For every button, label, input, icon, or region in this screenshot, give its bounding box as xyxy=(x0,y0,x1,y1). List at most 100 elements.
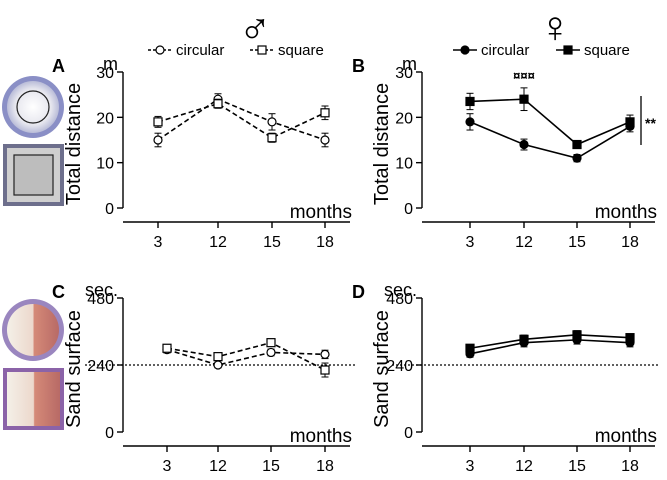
square-arena-icon xyxy=(3,144,64,206)
data-point xyxy=(519,94,529,104)
data-point xyxy=(213,99,223,109)
series-line xyxy=(469,334,631,350)
y-tick-label: 30 xyxy=(395,65,413,82)
legend-marker xyxy=(563,45,573,55)
legend: circular square xyxy=(453,42,630,59)
panel-b: B 0 10 20 30m Total distance 3 12 15 18 months circ… xyxy=(352,42,657,251)
x-tick-label: 18 xyxy=(621,458,639,475)
data-point xyxy=(213,352,223,362)
x-tick-label: 15 xyxy=(568,234,586,251)
y-tick-label: 20 xyxy=(395,110,413,127)
x-axis-label: months xyxy=(290,202,352,223)
data-point xyxy=(572,153,582,163)
x-axis-label: months xyxy=(290,426,352,447)
data-point xyxy=(153,135,163,145)
panel-label: A xyxy=(52,56,65,76)
data-point xyxy=(465,96,475,107)
y-tick-label: 0 xyxy=(404,201,413,218)
panel-label: C xyxy=(52,282,65,302)
legend-marker xyxy=(257,45,267,55)
legend-label: circular xyxy=(176,42,224,59)
y-tick-label: 20 xyxy=(96,110,114,127)
series-line xyxy=(469,121,631,159)
series-square xyxy=(153,98,330,143)
y-tick-label: 0 xyxy=(105,201,114,218)
series-circular xyxy=(465,335,635,359)
x-tick-label: 18 xyxy=(316,234,334,251)
data-point xyxy=(266,347,276,358)
x-tick-label: 12 xyxy=(209,234,227,251)
y-unit: sec. xyxy=(384,280,417,300)
significance-label: ** xyxy=(645,115,656,131)
panel-label: B xyxy=(352,56,365,76)
data-point xyxy=(267,133,277,143)
y-unit: m xyxy=(402,54,417,74)
y-tick-label: 0 xyxy=(404,425,413,442)
series-square xyxy=(162,338,330,378)
legend-marker xyxy=(155,45,165,55)
legend-label: square xyxy=(278,42,324,59)
x-tick-label: 3 xyxy=(466,458,475,475)
data-point xyxy=(572,330,582,340)
square-sand-arena-icon xyxy=(3,368,64,430)
circular-sand-arena-icon xyxy=(2,299,64,361)
y-tick-label: 480 xyxy=(386,291,413,308)
y-tick-label: 0 xyxy=(105,425,114,442)
x-tick-label: 3 xyxy=(163,458,172,475)
data-point xyxy=(213,360,223,370)
x-tick-label: 12 xyxy=(209,458,227,475)
data-point xyxy=(625,117,635,127)
legend: circular square xyxy=(148,42,324,59)
y-axis-label: Total distance xyxy=(371,83,393,205)
y-tick-label: 30 xyxy=(96,65,114,82)
y-axis-label: Sand surface xyxy=(63,310,85,428)
series-circular xyxy=(153,93,330,148)
y-axis-label: Sand surface xyxy=(371,310,393,428)
data-point xyxy=(266,338,276,348)
series-square xyxy=(465,330,635,353)
x-tick-label: 18 xyxy=(316,458,334,475)
y-axis-label: Total distance xyxy=(63,83,85,205)
y-tick-label: 10 xyxy=(96,156,114,173)
series-line xyxy=(166,348,326,366)
legend-marker xyxy=(460,45,470,55)
x-axis-label: months xyxy=(595,202,657,223)
y-tick-label: 10 xyxy=(395,156,413,173)
data-point xyxy=(465,117,475,127)
data-point xyxy=(320,349,330,359)
x-tick-label: 3 xyxy=(466,234,475,251)
panel-label: D xyxy=(352,282,365,302)
series-line xyxy=(469,339,631,355)
data-point xyxy=(519,139,529,150)
x-tick-label: 15 xyxy=(262,458,280,475)
x-tick-label: 15 xyxy=(568,458,586,475)
x-tick-label: 3 xyxy=(154,234,163,251)
series-line xyxy=(157,98,326,141)
x-tick-label: 15 xyxy=(263,234,281,251)
series-line xyxy=(157,102,326,139)
series-line xyxy=(166,341,326,371)
legend-label: square xyxy=(584,42,630,59)
data-point xyxy=(153,117,163,127)
y-unit: m xyxy=(103,54,118,74)
data-point xyxy=(320,108,330,118)
series-square xyxy=(465,87,635,150)
data-point xyxy=(320,135,330,145)
data-point xyxy=(162,343,172,353)
y-tick-label: 240 xyxy=(386,358,413,375)
data-point xyxy=(267,117,277,127)
data-point xyxy=(572,139,582,150)
x-axis-label: months xyxy=(595,426,657,447)
data-point xyxy=(625,333,635,343)
series-line xyxy=(469,98,631,146)
data-point xyxy=(320,365,330,375)
circular-arena-icon xyxy=(2,76,64,138)
panel-a: A 0 10 20 30m Total distance 3 12 15 18 months circ… xyxy=(52,42,352,251)
legend-label: circular xyxy=(481,42,529,59)
male-symbol-icon: ♂ xyxy=(239,3,272,52)
female-symbol-icon: ♀ xyxy=(539,3,572,52)
x-tick-label: 18 xyxy=(621,234,639,251)
